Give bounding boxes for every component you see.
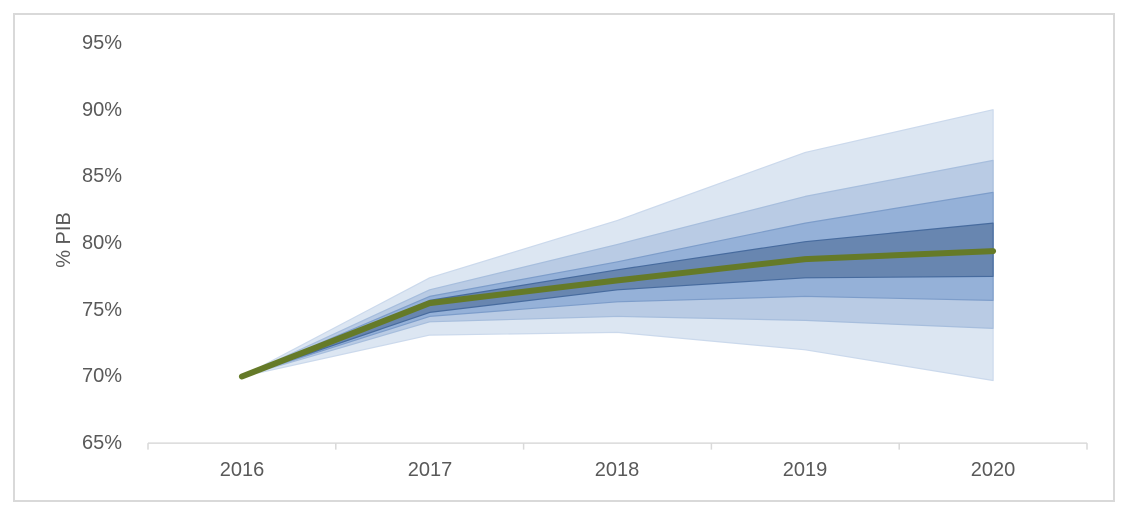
- x-axis-tick-label: 2016: [219, 459, 265, 481]
- y-axis-tick-label: 95%: [81, 32, 122, 54]
- x-axis-tick-label: 2019: [782, 459, 828, 481]
- y-axis-tick-label: 70%: [81, 365, 122, 387]
- y-axis-tick-label: 90%: [81, 99, 122, 121]
- y-axis-tick-label: 85%: [81, 165, 122, 187]
- x-axis-line: [147, 442, 1088, 450]
- x-axis-tick-label: 2020: [970, 459, 1016, 481]
- x-axis-tick-label: 2017: [407, 459, 453, 481]
- y-axis-tick-label: 80%: [81, 232, 122, 254]
- y-axis-tick-label: 75%: [81, 299, 122, 321]
- central-projection-line: [238, 248, 997, 380]
- x-axis-tick-label: 2018: [594, 459, 640, 481]
- y-axis-tick-label: 65%: [81, 432, 122, 454]
